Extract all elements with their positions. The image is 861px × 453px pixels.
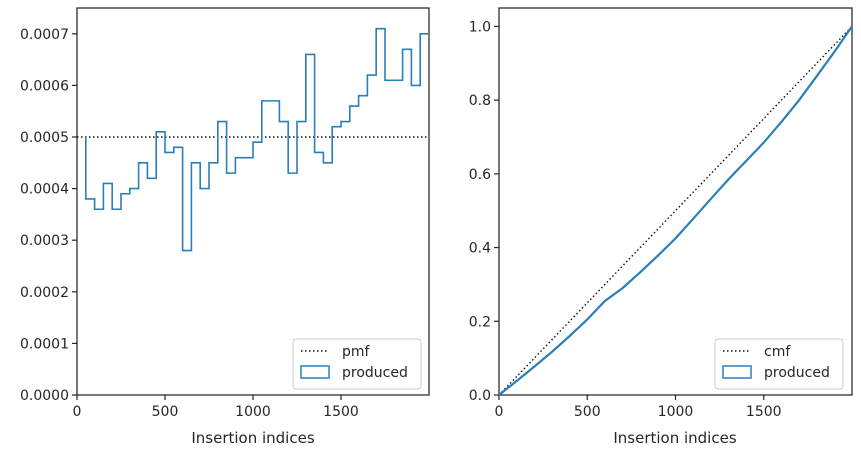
cmf-legend: cmf produced: [714, 338, 844, 390]
y-tick-label: 0.0000: [20, 388, 69, 404]
produced-cmf-line: [498, 25, 853, 396]
y-tick-label: 0.0006: [20, 78, 69, 94]
y-tick-label: 1.0: [469, 19, 491, 35]
x-tick-label: 0: [495, 404, 504, 420]
y-tick-label: 0.0: [469, 388, 491, 404]
pmf-legend-label-produced: produced: [342, 365, 408, 381]
x-tick-label: 0: [73, 404, 82, 420]
y-tick-label: 0.6: [469, 167, 491, 183]
y-tick-label: 0.0004: [20, 182, 69, 198]
cmf-legend-label-produced: produced: [764, 365, 830, 381]
cmf-x-axis-label: Insertion indices: [613, 429, 736, 447]
cmf-panel: 0.0 0.2 0.4 0.6 0.8 1.0 0 500 1000 1500 Insertio…: [469, 7, 853, 447]
y-tick-label: 0.4: [469, 241, 491, 257]
cmf-legend-label-cmf: cmf: [764, 344, 791, 360]
cmf-y-axis: 0.0 0.2 0.4 0.6 0.8 1.0: [469, 19, 499, 404]
cmf-x-axis: 0 500 1000 1500: [495, 395, 782, 420]
pmf-panel: 0.0000 0.0001 0.0002 0.0003 0.0004 0.0005 0.00…: [20, 7, 430, 447]
y-tick-label: 0.0003: [20, 233, 69, 249]
pmf-x-axis: 0 500 1000 1500: [73, 395, 359, 420]
y-tick-label: 0.0007: [20, 27, 69, 43]
x-tick-label: 1000: [658, 404, 694, 420]
x-tick-label: 500: [574, 404, 601, 420]
y-tick-label: 0.0005: [20, 130, 69, 146]
x-tick-label: 1500: [746, 404, 782, 420]
y-tick-label: 0.0001: [20, 336, 69, 352]
cmf-plot-frame: [498, 7, 853, 396]
pmf-legend-patch-produced: [300, 365, 330, 379]
x-tick-label: 1500: [323, 404, 359, 420]
produced-histogram: [85, 27, 429, 252]
x-tick-label: 500: [152, 404, 179, 420]
y-tick-label: 0.0002: [20, 285, 69, 301]
cmf-reference-line: [498, 25, 853, 396]
pmf-legend-label-pmf: pmf: [342, 344, 371, 360]
cmf-legend-patch-produced: [722, 365, 752, 379]
y-tick-label: 0.2: [469, 314, 491, 330]
pmf-legend: pmf produced: [292, 338, 422, 390]
y-tick-label: 0.8: [469, 93, 491, 109]
pmf-y-axis: 0.0000 0.0001 0.0002 0.0003 0.0004 0.0005 0.00…: [20, 27, 77, 404]
x-tick-label: 1000: [235, 404, 271, 420]
pmf-x-axis-label: Insertion indices: [191, 429, 314, 447]
